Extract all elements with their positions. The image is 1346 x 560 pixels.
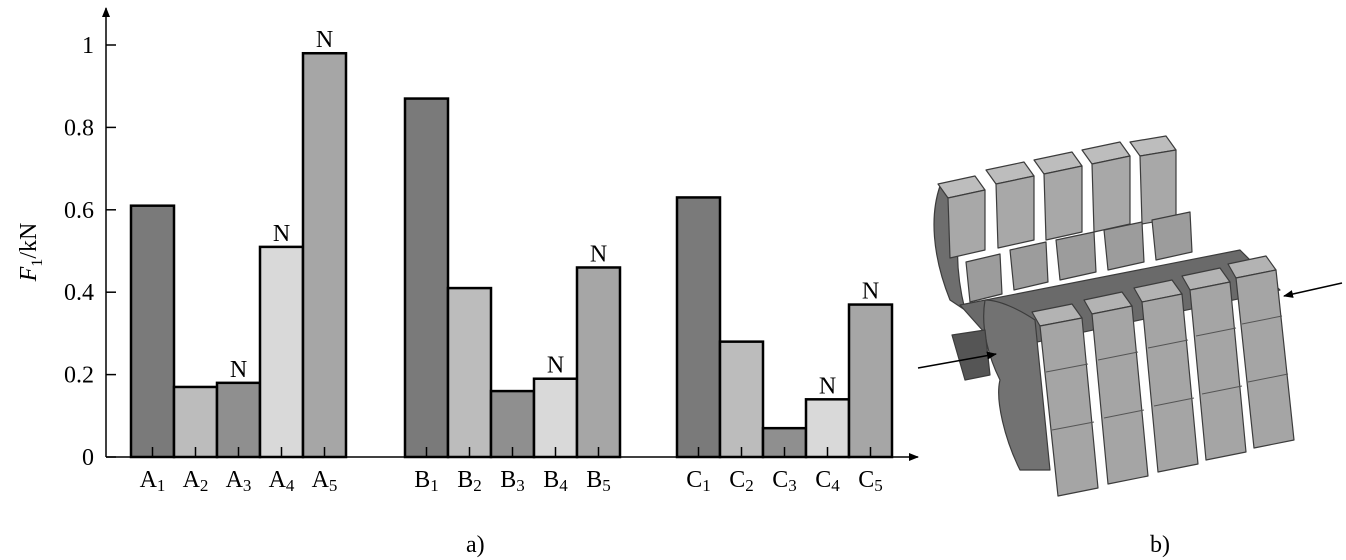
back-block-row: [937, 135, 1177, 259]
bar-b1: [403, 97, 450, 459]
caption-b: b): [1150, 532, 1170, 558]
mid-block: [1055, 231, 1097, 281]
back-block: [947, 189, 986, 259]
mid-block: [965, 253, 1003, 303]
left-force-arrow: [917, 351, 997, 369]
front-block-face: [1235, 269, 1295, 449]
y-tick-label: 0: [82, 445, 94, 471]
x-tick-label: C1: [686, 467, 711, 495]
x-tick-label: A2: [183, 467, 209, 495]
x-ticks: [151, 447, 872, 457]
x-tick-label: B3: [500, 467, 525, 495]
x-tick-label: A3: [226, 467, 252, 495]
x-tick-label: A1: [140, 467, 166, 495]
front-block-face: [1091, 305, 1149, 485]
n-marker: N: [590, 241, 607, 267]
bar-b2: [446, 286, 493, 459]
back-block: [1139, 149, 1177, 225]
front-block-row: [1031, 255, 1295, 497]
front-block-seams: [1045, 315, 1289, 431]
y-tick-label: 0.2: [64, 363, 94, 389]
model-illustration: [933, 135, 1295, 497]
front-block-face: [1141, 293, 1199, 473]
mid-block: [1151, 211, 1193, 261]
front-block-face: [1039, 317, 1099, 497]
y-ticks: 0 0.2 0.4 0.6 0.8 1: [64, 33, 116, 471]
x-tick-label: B5: [586, 467, 611, 495]
n-markers: N N N N N N N: [230, 27, 879, 399]
n-marker: N: [230, 357, 247, 383]
x-tick-label: C3: [772, 467, 797, 495]
right-force-arrow: [1283, 282, 1343, 298]
x-tick-label: C2: [729, 467, 754, 495]
front-block-face: [1189, 281, 1247, 461]
y-tick-label: 1: [82, 33, 94, 59]
back-block: [1043, 165, 1083, 241]
x-tick-label: A5: [312, 467, 338, 495]
bars-layer: [129, 51, 894, 459]
n-marker: N: [547, 353, 564, 379]
caption-a: a): [466, 532, 485, 558]
bar-a2: [172, 385, 219, 459]
y-axis-label: F1/kN: [16, 223, 46, 283]
back-block: [1091, 155, 1131, 233]
n-marker: N: [819, 373, 836, 399]
bar-c1: [675, 196, 722, 459]
back-block: [995, 175, 1035, 249]
x-tick-label: B4: [543, 467, 568, 495]
bar-a3: [215, 381, 262, 459]
base-tab: [951, 329, 991, 381]
x-tick-labels: A1 A2 A3 A4 A5 B1 B2 B3 B4 B5 C1 C2 C3 C4 C5: [140, 467, 883, 495]
bar-b4: [532, 377, 579, 459]
y-tick-label: 0.6: [64, 198, 94, 224]
x-tick-label: B2: [457, 467, 482, 495]
x-tick-label: C5: [858, 467, 883, 495]
bar-b5: [575, 266, 622, 459]
bar-a5: [301, 51, 348, 459]
n-marker: N: [273, 221, 290, 247]
mid-block: [1103, 221, 1145, 271]
bar-a1: [129, 204, 176, 459]
bar-chart-panel: 0 0.2 0.4 0.6 0.8 1 A1 A2 A3 A4 A5 B1 B2 B3 B4 B5 C1 C2 C…: [16, 7, 919, 558]
n-marker: N: [316, 27, 333, 53]
x-tick-label: B1: [414, 467, 439, 495]
x-tick-label: C4: [815, 467, 840, 495]
mid-block: [1009, 241, 1049, 291]
bar-a4: [258, 245, 305, 459]
x-tick-label: A4: [269, 467, 295, 495]
y-tick-label: 0.8: [64, 115, 94, 141]
n-marker: N: [862, 279, 879, 305]
y-tick-label: 0.4: [64, 280, 94, 306]
bar-c5: [847, 303, 894, 459]
middle-block-row: [965, 211, 1193, 303]
bar-c2: [718, 340, 765, 459]
